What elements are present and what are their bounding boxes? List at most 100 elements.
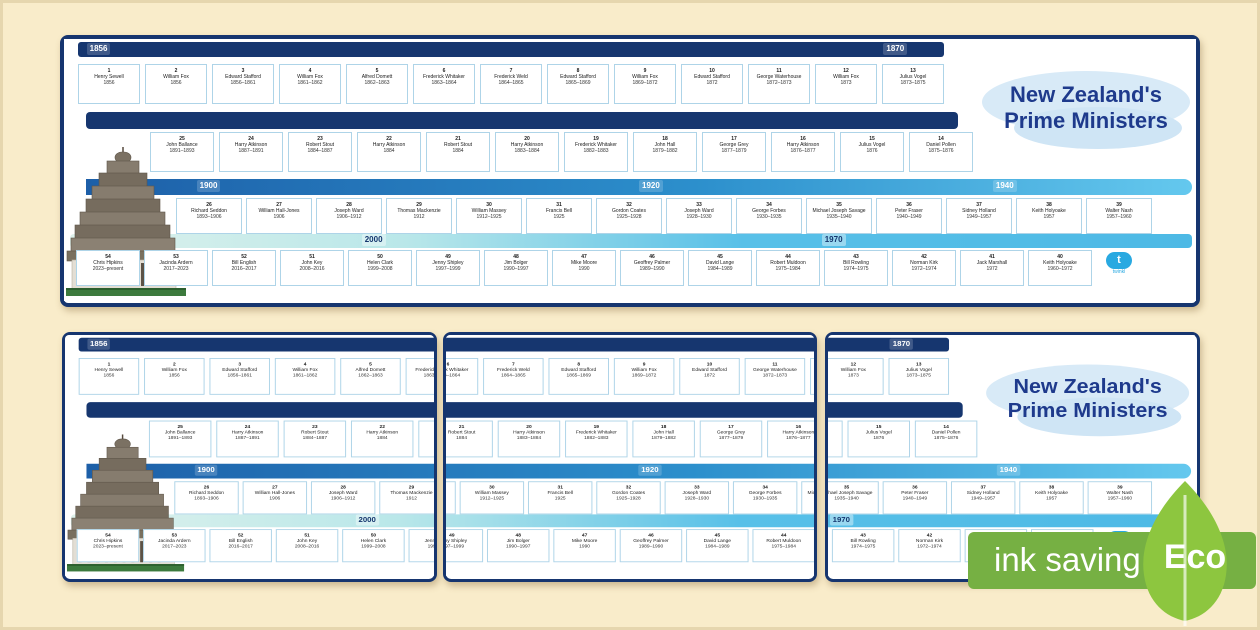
pm-num: 21	[458, 424, 465, 430]
pm-card: 30 William Massey 1912–1925	[456, 198, 522, 234]
pm-years: 1940–1949	[896, 214, 922, 220]
pm-card: 14 Daniel Pollen 1875–1876	[914, 420, 978, 458]
year-label: 1920	[638, 464, 662, 476]
pm-years: 1997–1999	[435, 266, 461, 272]
pm-years: 1877–1879	[718, 435, 744, 441]
pm-name: George Waterhouse	[753, 367, 797, 373]
pm-name: George Forbes	[748, 490, 782, 496]
pm-num: 20	[526, 424, 532, 430]
pm-name: Harry Atkinson	[782, 429, 814, 436]
pm-card: 15 Julius Vogel 1876	[840, 132, 904, 172]
pm-num: 36	[906, 202, 912, 208]
banner-title: New Zealand's Prime Ministers	[980, 65, 1192, 151]
pm-num: 34	[766, 202, 772, 208]
pm-name: Robert Muldoon	[770, 260, 806, 266]
title-line-1: New Zealand's	[1013, 374, 1162, 398]
pm-name: Mike Moore	[571, 538, 598, 544]
pm-years: 1863–1864	[423, 372, 434, 379]
pm-name: Robert Stout	[419, 430, 434, 436]
pm-card: 11 George Waterhouse 1872–1873	[748, 64, 810, 104]
pm-years: 1869–1872	[632, 80, 658, 86]
pm-card: 18 John Hall 1879–1882	[632, 420, 695, 458]
pm-num: 48	[513, 254, 519, 260]
banner-page-full[interactable]: 1856 1870 1 Henry Sewell 1856 2 William Fox 185…	[60, 35, 1200, 307]
pm-num: 11	[776, 68, 782, 74]
year-label: 1900	[194, 464, 218, 476]
pm-num: 22	[379, 424, 385, 430]
pm-card: 1 Henry Sewell 1856	[78, 64, 140, 104]
pm-name: Frederick Whitaker	[575, 429, 617, 436]
pm-num: 38	[1048, 484, 1055, 491]
pm-name: Bill Rowling	[843, 260, 869, 266]
pm-num: 49	[449, 532, 455, 539]
pm-num: 24	[248, 136, 254, 142]
pm-num: 51	[304, 532, 310, 539]
pm-name: Michael Joseph Savage	[812, 208, 866, 214]
pm-card: 33 Joseph Ward 1928–1930	[666, 198, 732, 234]
pm-num: 46	[648, 532, 654, 539]
pm-years: 1925	[553, 214, 565, 220]
pm-num: 14	[943, 424, 949, 430]
pm-num: 16	[828, 424, 842, 430]
pm-num: 41	[989, 254, 995, 260]
pm-num: 45	[717, 254, 723, 260]
year-label: 1856	[87, 338, 111, 350]
pm-card: 37 Sidney Holland 1949–1957	[946, 198, 1012, 234]
pm-num: 2	[174, 68, 178, 74]
pm-card: 7 Frederick Weld 1864–1865	[480, 64, 542, 104]
pm-years: 1876	[873, 435, 885, 441]
pm-name: Thomas Mackenzie	[446, 490, 455, 496]
pm-name: Robert Stout	[305, 142, 335, 148]
pm-num: 9	[643, 68, 647, 74]
pm-num: 27	[272, 484, 278, 491]
pm-num: 5	[369, 361, 372, 368]
pm-num: 27	[276, 202, 282, 208]
pm-years: 1884	[383, 148, 395, 154]
pm-num: 42	[921, 254, 927, 260]
pm-years: 1975–1984	[775, 266, 801, 272]
banner-title: New Zealand's Prime Ministers	[984, 359, 1191, 438]
pm-years: 1873	[840, 80, 852, 86]
pm-years: 1906	[273, 214, 285, 220]
pm-card: 7 Frederick Weld 1864–1865	[483, 358, 544, 395]
pm-num: 7	[509, 68, 513, 74]
page-title: New Zealand's Prime Ministers	[980, 65, 1192, 151]
pm-num: 51	[309, 254, 315, 260]
pm-card: 10 Edward Stafford 1872	[679, 358, 740, 395]
pm-name: Michael Joseph Savage	[828, 490, 873, 496]
pm-card: 51 John Key 2008–2016	[280, 250, 344, 286]
pm-years: 1861–1862	[297, 80, 323, 86]
pm-num: 35	[836, 202, 842, 208]
pm-years: 1990	[579, 543, 591, 550]
pm-name: William Fox	[632, 74, 658, 80]
pm-name: Michael Joseph Savage	[807, 490, 814, 496]
year-label: 1870	[883, 43, 908, 55]
pm-num: 2	[172, 361, 176, 368]
pm-card: 18 John Hall 1879–1882	[633, 132, 697, 172]
pm-card: 17 George Grey 1877–1879	[699, 420, 763, 458]
pm-num: 38	[1046, 202, 1052, 208]
pm-name: Jack Marshall	[976, 260, 1008, 266]
pm-years: 1872	[706, 80, 718, 86]
beehive-building-illustration	[66, 147, 190, 297]
pm-card: 47 Mike Moore 1990	[553, 529, 616, 563]
year-label: 2000	[361, 234, 386, 246]
pm-card: 42 Norman Kirk 1972–1974	[898, 529, 961, 563]
pm-card: 20 Harry Atkinson 1883–1884	[497, 420, 561, 458]
pm-num: 21	[455, 136, 461, 142]
